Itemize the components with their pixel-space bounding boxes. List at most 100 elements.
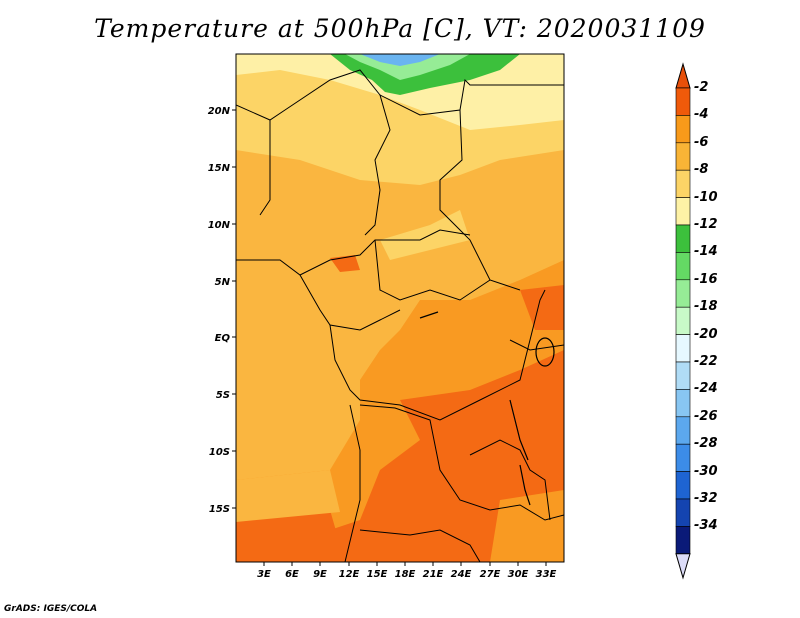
colorbar-label: -24: [694, 381, 718, 397]
border-line: [439, 109, 521, 291]
credit-text: GrADS: IGES/COLA: [4, 604, 98, 614]
colorbar-label: -22: [694, 354, 718, 369]
colorbar-swatch: [675, 197, 691, 226]
svg-text:5N: 5N: [215, 277, 231, 288]
border-line: [374, 239, 491, 301]
colorbar-swatch: [675, 142, 691, 171]
lon-axis: 3E 6E 9E 12E 15E 18E 21E 24E 27E 30E 33E: [257, 562, 557, 580]
border-line: [364, 94, 391, 236]
colorbar-label: -20: [694, 326, 718, 342]
svg-text:3E: 3E: [257, 569, 271, 580]
svg-text:24E: 24E: [451, 569, 472, 580]
colorbar: [675, 62, 691, 580]
colorbar-swatch: [675, 87, 691, 116]
warm-orange-southwest: [236, 510, 345, 562]
svg-text:21E: 21E: [423, 569, 444, 580]
colorbar-label: -4: [694, 107, 709, 123]
lon-tick: 27E: [480, 562, 501, 580]
colorbar-swatch: [675, 252, 691, 281]
colorbar-swatch: [675, 526, 691, 555]
svg-text:15N: 15N: [208, 163, 231, 174]
colorbar-label: -2: [694, 80, 709, 95]
lat-tick: 5N: [215, 277, 236, 288]
svg-text:27E: 27E: [480, 569, 501, 580]
lat-tick: EQ: [215, 333, 236, 344]
colorbar-label: -12: [694, 217, 718, 232]
svg-text:EQ: EQ: [215, 333, 231, 344]
border-line: [236, 229, 471, 276]
colorbar-bottom-arrow: [675, 553, 691, 580]
country-borders: [236, 69, 564, 562]
lakes: [419, 311, 555, 506]
colorbar-swatch: [675, 306, 691, 335]
colorbar-swatch: [675, 279, 691, 308]
colorbar-swatch: [675, 389, 691, 418]
colorbar-label: -18: [694, 299, 718, 315]
svg-text:15S: 15S: [209, 504, 230, 515]
colorbar-label: -6: [694, 134, 709, 150]
lake-tanganyika: [509, 399, 529, 461]
svg-text:10S: 10S: [209, 447, 230, 458]
lat-tick: 5S: [216, 390, 236, 401]
blue-region: [360, 54, 440, 66]
colorbar-label: -8: [694, 162, 709, 178]
border-line: [299, 274, 401, 331]
colorbar-label: -14: [694, 244, 718, 260]
lat-tick: 10N: [208, 220, 236, 231]
svg-text:20N: 20N: [208, 106, 231, 117]
lon-tick: 33E: [536, 562, 557, 580]
warm-orange-patch-east: [520, 285, 564, 330]
lon-tick: 6E: [285, 562, 299, 580]
orange-southeast: [490, 490, 564, 562]
lake-malawi: [519, 464, 531, 506]
lon-tick: 9E: [313, 562, 327, 580]
lon-tick: 18E: [395, 562, 416, 580]
lon-tick: 24E: [451, 562, 472, 580]
lat-axis: 20N 15N 10N 5N EQ 5S 10S 15S: [208, 106, 236, 515]
lat-tick: 15N: [208, 163, 236, 174]
svg-text:9E: 9E: [313, 569, 327, 580]
colorbar-label: -32: [694, 491, 718, 506]
lon-tick: 30E: [508, 562, 529, 580]
border-line: [469, 439, 551, 521]
colorbar-swatch: [675, 361, 691, 390]
border-line: [359, 404, 564, 521]
svg-text:12E: 12E: [339, 569, 360, 580]
colorbar-swatch: [675, 334, 691, 363]
lat-tick: 10S: [209, 447, 236, 458]
colorbar-swatch: [675, 498, 691, 527]
colorbar-swatch: [675, 471, 691, 500]
lon-tick: 21E: [423, 562, 444, 580]
map-field: [236, 54, 564, 562]
svg-text:5S: 5S: [216, 390, 230, 401]
colorbar-swatch: [675, 443, 691, 472]
colorbar-label: -28: [694, 436, 718, 452]
border-line: [344, 404, 361, 562]
lon-tick: 15E: [367, 562, 388, 580]
border-line: [359, 529, 481, 562]
colorbar-swatch: [675, 224, 691, 253]
lake-victoria: [535, 337, 555, 367]
colorbar-label: -10: [694, 189, 718, 205]
colorbar-swatch: [675, 115, 691, 144]
lon-tick: 3E: [257, 562, 271, 580]
map-title: Temperature at 500hPa [C], VT: 202003110…: [94, 14, 706, 43]
colorbar-swatch: [675, 169, 691, 198]
light-orange-band-south: [236, 470, 340, 522]
svg-text:33E: 33E: [536, 569, 557, 580]
svg-text:30E: 30E: [508, 569, 529, 580]
colorbar-label: -34: [694, 518, 718, 534]
map-frame: [235, 53, 565, 563]
colorbar-top-arrow: [675, 62, 691, 89]
svg-text:18E: 18E: [395, 569, 416, 580]
colorbar-label: -16: [694, 271, 718, 287]
svg-text:15E: 15E: [367, 569, 388, 580]
svg-text:10N: 10N: [208, 220, 231, 231]
border-line: [509, 339, 564, 351]
border-line: [259, 120, 271, 216]
light-orange-region: [236, 150, 564, 480]
svg-text:6E: 6E: [285, 569, 299, 580]
colorbar-label: -26: [694, 408, 718, 424]
lon-tick: 12E: [339, 562, 360, 580]
